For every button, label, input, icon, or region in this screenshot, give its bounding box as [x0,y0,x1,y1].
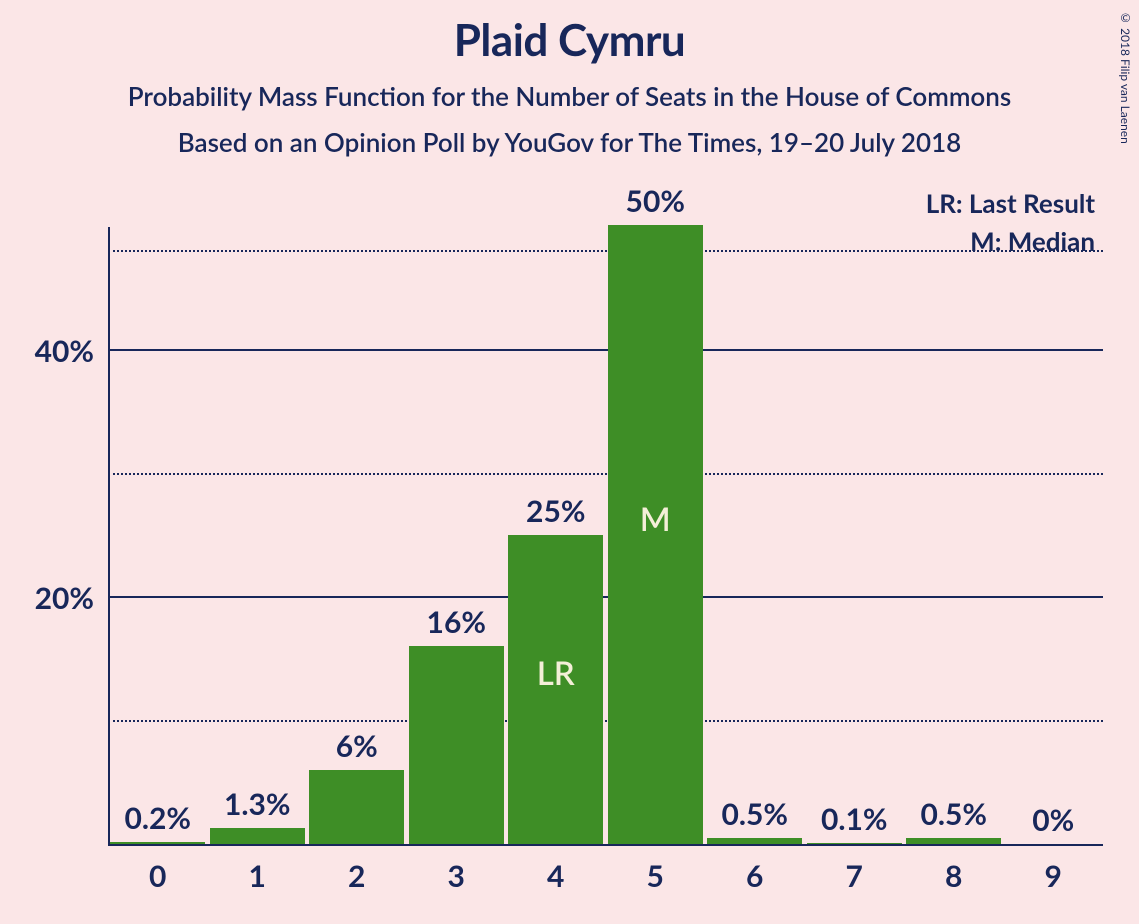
bar [210,828,305,844]
bar [309,770,404,844]
bar-slot: 0%9 [1006,227,1101,846]
x-tick-label: 9 [1045,858,1062,894]
bar-value-label: 16% [427,604,486,640]
bar-value-label: 0% [1032,802,1074,838]
bar-slot: 1.3%1 [210,227,305,846]
x-tick-label: 4 [547,858,564,894]
x-tick-label: 3 [448,858,465,894]
x-tick-label: 8 [945,858,962,894]
bar-slot: 50%M5 [608,227,703,846]
bar-slot: 0.5%6 [707,227,802,846]
plot-area: LR: Last Result M: Median 0.2%01.3%16%21… [108,227,1103,846]
y-tick-label: 20% [35,580,94,616]
x-axis-line [108,844,1103,846]
bar-value-label: 25% [526,493,585,529]
x-tick-label: 1 [249,858,266,894]
x-tick-label: 2 [348,858,365,894]
bar-slot: 0.2%0 [110,227,205,846]
bars-container: 0.2%01.3%16%216%325%LR450%M50.5%60.1%70.… [108,227,1103,846]
bar-value-label: 1.3% [224,786,291,822]
chart-title: Plaid Cymru [0,14,1139,66]
bar-slot: 0.1%7 [807,227,902,846]
x-tick-label: 5 [647,858,664,894]
bar-slot: 16%3 [409,227,504,846]
bar-inside-label: M [640,499,671,539]
bar-value-label: 0.5% [920,796,987,832]
bar-value-label: 0.5% [721,796,788,832]
bar-inside-label: LR [537,653,575,693]
titles-block: Plaid Cymru Probability Mass Function fo… [0,14,1139,158]
bar [409,646,504,844]
y-axis-line [108,227,110,846]
legend-lr: LR: Last Result [926,185,1095,223]
bar-value-label: 6% [336,728,378,764]
bar-value-label: 0.1% [821,801,888,837]
bar-value-label: 50% [626,183,685,219]
x-tick-label: 7 [846,858,863,894]
chart-subtitle-2: Based on an Opinion Poll by YouGov for T… [0,126,1139,158]
bar-slot: 25%LR4 [508,227,603,846]
bar-slot: 0.5%8 [906,227,1001,846]
x-tick-label: 6 [746,858,763,894]
chart-subtitle-1: Probability Mass Function for the Number… [0,80,1139,112]
bar-slot: 6%2 [309,227,404,846]
bar-value-label: 0.2% [124,800,191,836]
y-tick-label: 40% [35,333,94,369]
x-tick-label: 0 [149,858,166,894]
